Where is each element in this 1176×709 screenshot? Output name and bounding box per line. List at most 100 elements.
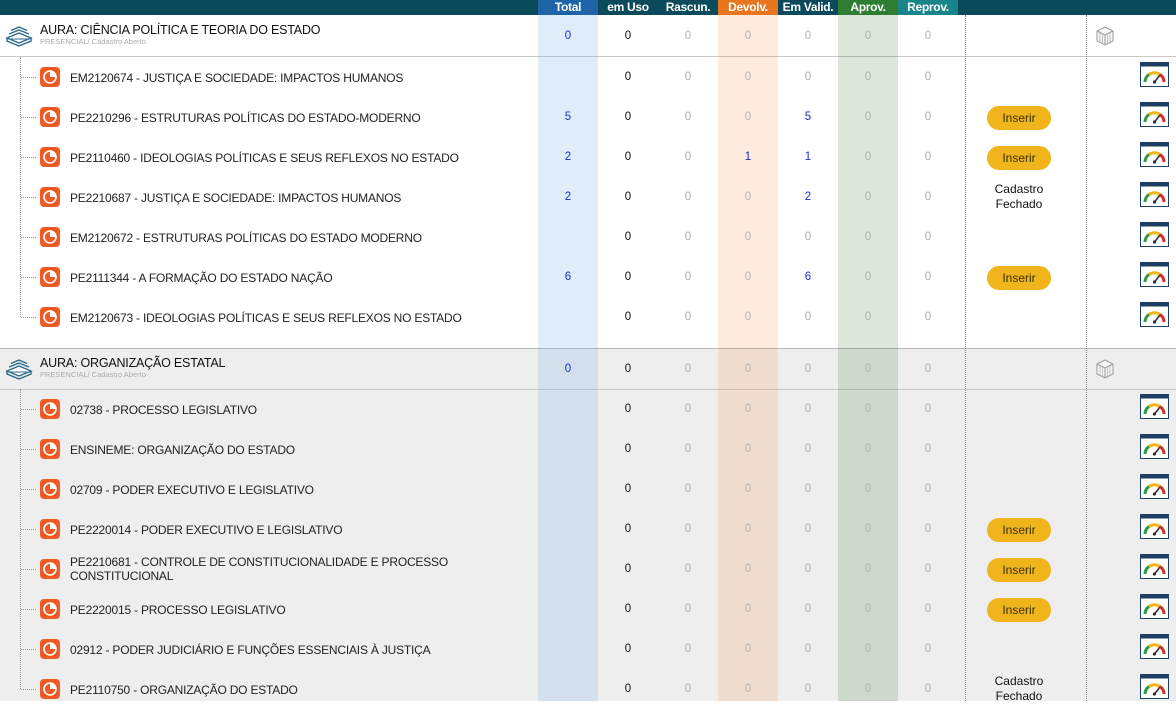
inserir-button[interactable]: Inserir [987,266,1051,290]
books-icon [5,25,33,47]
inserir-button[interactable]: Inserir [987,518,1051,542]
count-cell: 0 [924,271,932,283]
col-header-reprovado[interactable]: Reprov. [898,0,958,15]
pie-chart-icon [40,107,60,127]
count-cell: 0 [804,311,812,323]
count-cell: 0 [864,523,872,535]
table-row[interactable]: PE2220014 - PODER EXECUTIVO E LEGISLATIV… [0,509,1176,549]
gauge-icon[interactable] [1140,62,1169,87]
table-row[interactable]: PE2110750 - ORGANIZAÇÃO DO ESTADO 0 0 0 0 0 0 C… [0,669,1176,709]
table-row[interactable]: ENSINEME: ORGANIZAÇÃO DO ESTADO 0 0 0 0 0 0 [0,429,1176,469]
count-cell: 0 [684,683,692,695]
gauge-icon[interactable] [1140,142,1169,167]
table-row[interactable]: PE2111344 - A FORMAÇÃO DO ESTADO NAÇÃO 6 0… [0,257,1176,297]
pie-chart-icon [40,67,60,87]
gauge-icon[interactable] [1140,302,1169,327]
group-total-cell: 0 [564,30,572,42]
col-header-em-uso[interactable]: em Uso [607,0,649,14]
table-row[interactable]: PE2220015 - PROCESSO LEGISLATIVO 0 0 0 0 0 0 In… [0,589,1176,629]
count-cell: 0 [804,523,812,535]
group-total-cell: 0 [864,363,872,375]
gauge-icon[interactable] [1140,182,1169,207]
col-header-aprovado[interactable]: Aprov. [838,0,898,15]
count-cell: 0 [624,683,632,695]
count-cell: 0 [684,191,692,203]
table-row[interactable]: EM2120673 - IDEOLOGIAS POLÍTICAS E SEUS … [0,297,1176,337]
inserir-button[interactable]: Inserir [987,558,1051,582]
count-cell: 0 [744,483,752,495]
count-cell: 0 [924,311,932,323]
table-row[interactable]: PE2210296 - ESTRUTURAS POLÍTICAS DO ESTA… [0,97,1176,137]
count-cell: 0 [684,483,692,495]
count-cell: 0 [624,523,632,535]
table-row[interactable]: PE2210681 - CONTROLE DE CONSTITUCIONALID… [0,549,1176,589]
gauge-icon[interactable] [1140,394,1169,419]
count-cell: 0 [864,643,872,655]
count-cell: 0 [804,483,812,495]
count-cell: 0 [684,603,692,615]
table-row[interactable]: PE2210687 - JUSTIÇA E SOCIEDADE: IMPACTO… [0,177,1176,217]
group-title: AURA: ORGANIZAÇÃO ESTATAL [40,356,226,370]
table-row[interactable]: 02709 - PODER EXECUTIVO E LEGISLATIVO 0 0 0… [0,469,1176,509]
tree-branch [21,277,36,278]
gauge-icon[interactable] [1140,474,1169,499]
count-cell: 0 [864,683,872,695]
col-header-devolvido[interactable]: Devolv. [718,0,778,15]
count-cell: 0 [804,403,812,415]
discipline-name: EM2120673 - IDEOLOGIAS POLÍTICAS E SEUS … [70,311,462,325]
gauge-icon[interactable] [1140,554,1169,579]
count-cell: 0 [624,483,632,495]
count-cell: 0 [804,231,812,243]
count-cell: 0 [744,603,752,615]
group-header[interactable]: AURA: ORGANIZAÇÃO ESTATAL PRESENCIAL/ Cad… [0,348,1176,390]
group-header[interactable]: AURA: CIÊNCIA POLÍTICA E TEORIA DO ESTAD… [0,16,1176,57]
inserir-button[interactable]: Inserir [987,598,1051,622]
gauge-icon[interactable] [1140,634,1169,659]
col-header-rascunho[interactable]: Rascun. [665,0,711,14]
tree-connector [20,57,21,317]
gauge-icon[interactable] [1140,102,1169,127]
table-row[interactable]: EM2120674 - JUSTIÇA E SOCIEDADE: IMPACTO… [0,57,1176,97]
column-divider-relatorio [1086,15,1087,701]
gauge-icon[interactable] [1140,222,1169,247]
count-cell: 0 [864,603,872,615]
count-cell: 0 [684,151,692,163]
group-total-cell: 0 [864,30,872,42]
tree-branch [21,317,36,318]
tree-branch [21,157,36,158]
discipline-name: PE2210687 - JUSTIÇA E SOCIEDADE: IMPACTO… [70,191,402,205]
inserir-button[interactable]: Inserir [987,106,1051,130]
inserir-button[interactable]: Inserir [987,146,1051,170]
count-cell: 1 [804,151,812,163]
gauge-icon[interactable] [1140,262,1169,287]
count-cell: 0 [684,403,692,415]
count-cell: 0 [744,71,752,83]
table-row[interactable]: EM2120672 - ESTRUTURAS POLÍTICAS DO ESTA… [0,217,1176,257]
table-row[interactable]: PE2110460 - IDEOLOGIAS POLÍTICAS E SEUS … [0,137,1176,177]
tree-branch [21,649,36,650]
table-row[interactable]: 02738 - PROCESSO LEGISLATIVO 0 0 0 0 0 0 [0,389,1176,429]
col-header-total[interactable]: Total [538,0,598,15]
gauge-icon[interactable] [1140,674,1169,699]
gauge-icon[interactable] [1140,514,1169,539]
count-cell: 0 [864,403,872,415]
count-cell: 0 [624,111,632,123]
discipline-name: PE2210296 - ESTRUTURAS POLÍTICAS DO ESTA… [70,111,421,125]
col-header-em-validacao[interactable]: Em Valid. [782,0,834,14]
count-cell: 0 [684,523,692,535]
tree-branch [21,569,36,570]
table-row[interactable]: 02912 - PODER JUDICIÁRIO E FUNÇÕES ESSEN… [0,629,1176,669]
count-cell: 0 [924,151,932,163]
pie-chart-icon [40,187,60,207]
count-cell: 0 [624,311,632,323]
count-cell: 0 [684,71,692,83]
cube-icon[interactable] [1094,358,1116,380]
gauge-icon[interactable] [1140,594,1169,619]
discipline-name: EM2120672 - ESTRUTURAS POLÍTICAS DO ESTA… [70,231,422,245]
tree-branch [21,449,36,450]
group-total-cell: 0 [684,363,692,375]
gauge-icon[interactable] [1140,434,1169,459]
count-cell: 0 [864,563,872,575]
cube-icon[interactable] [1094,25,1116,47]
count-cell: 0 [924,403,932,415]
